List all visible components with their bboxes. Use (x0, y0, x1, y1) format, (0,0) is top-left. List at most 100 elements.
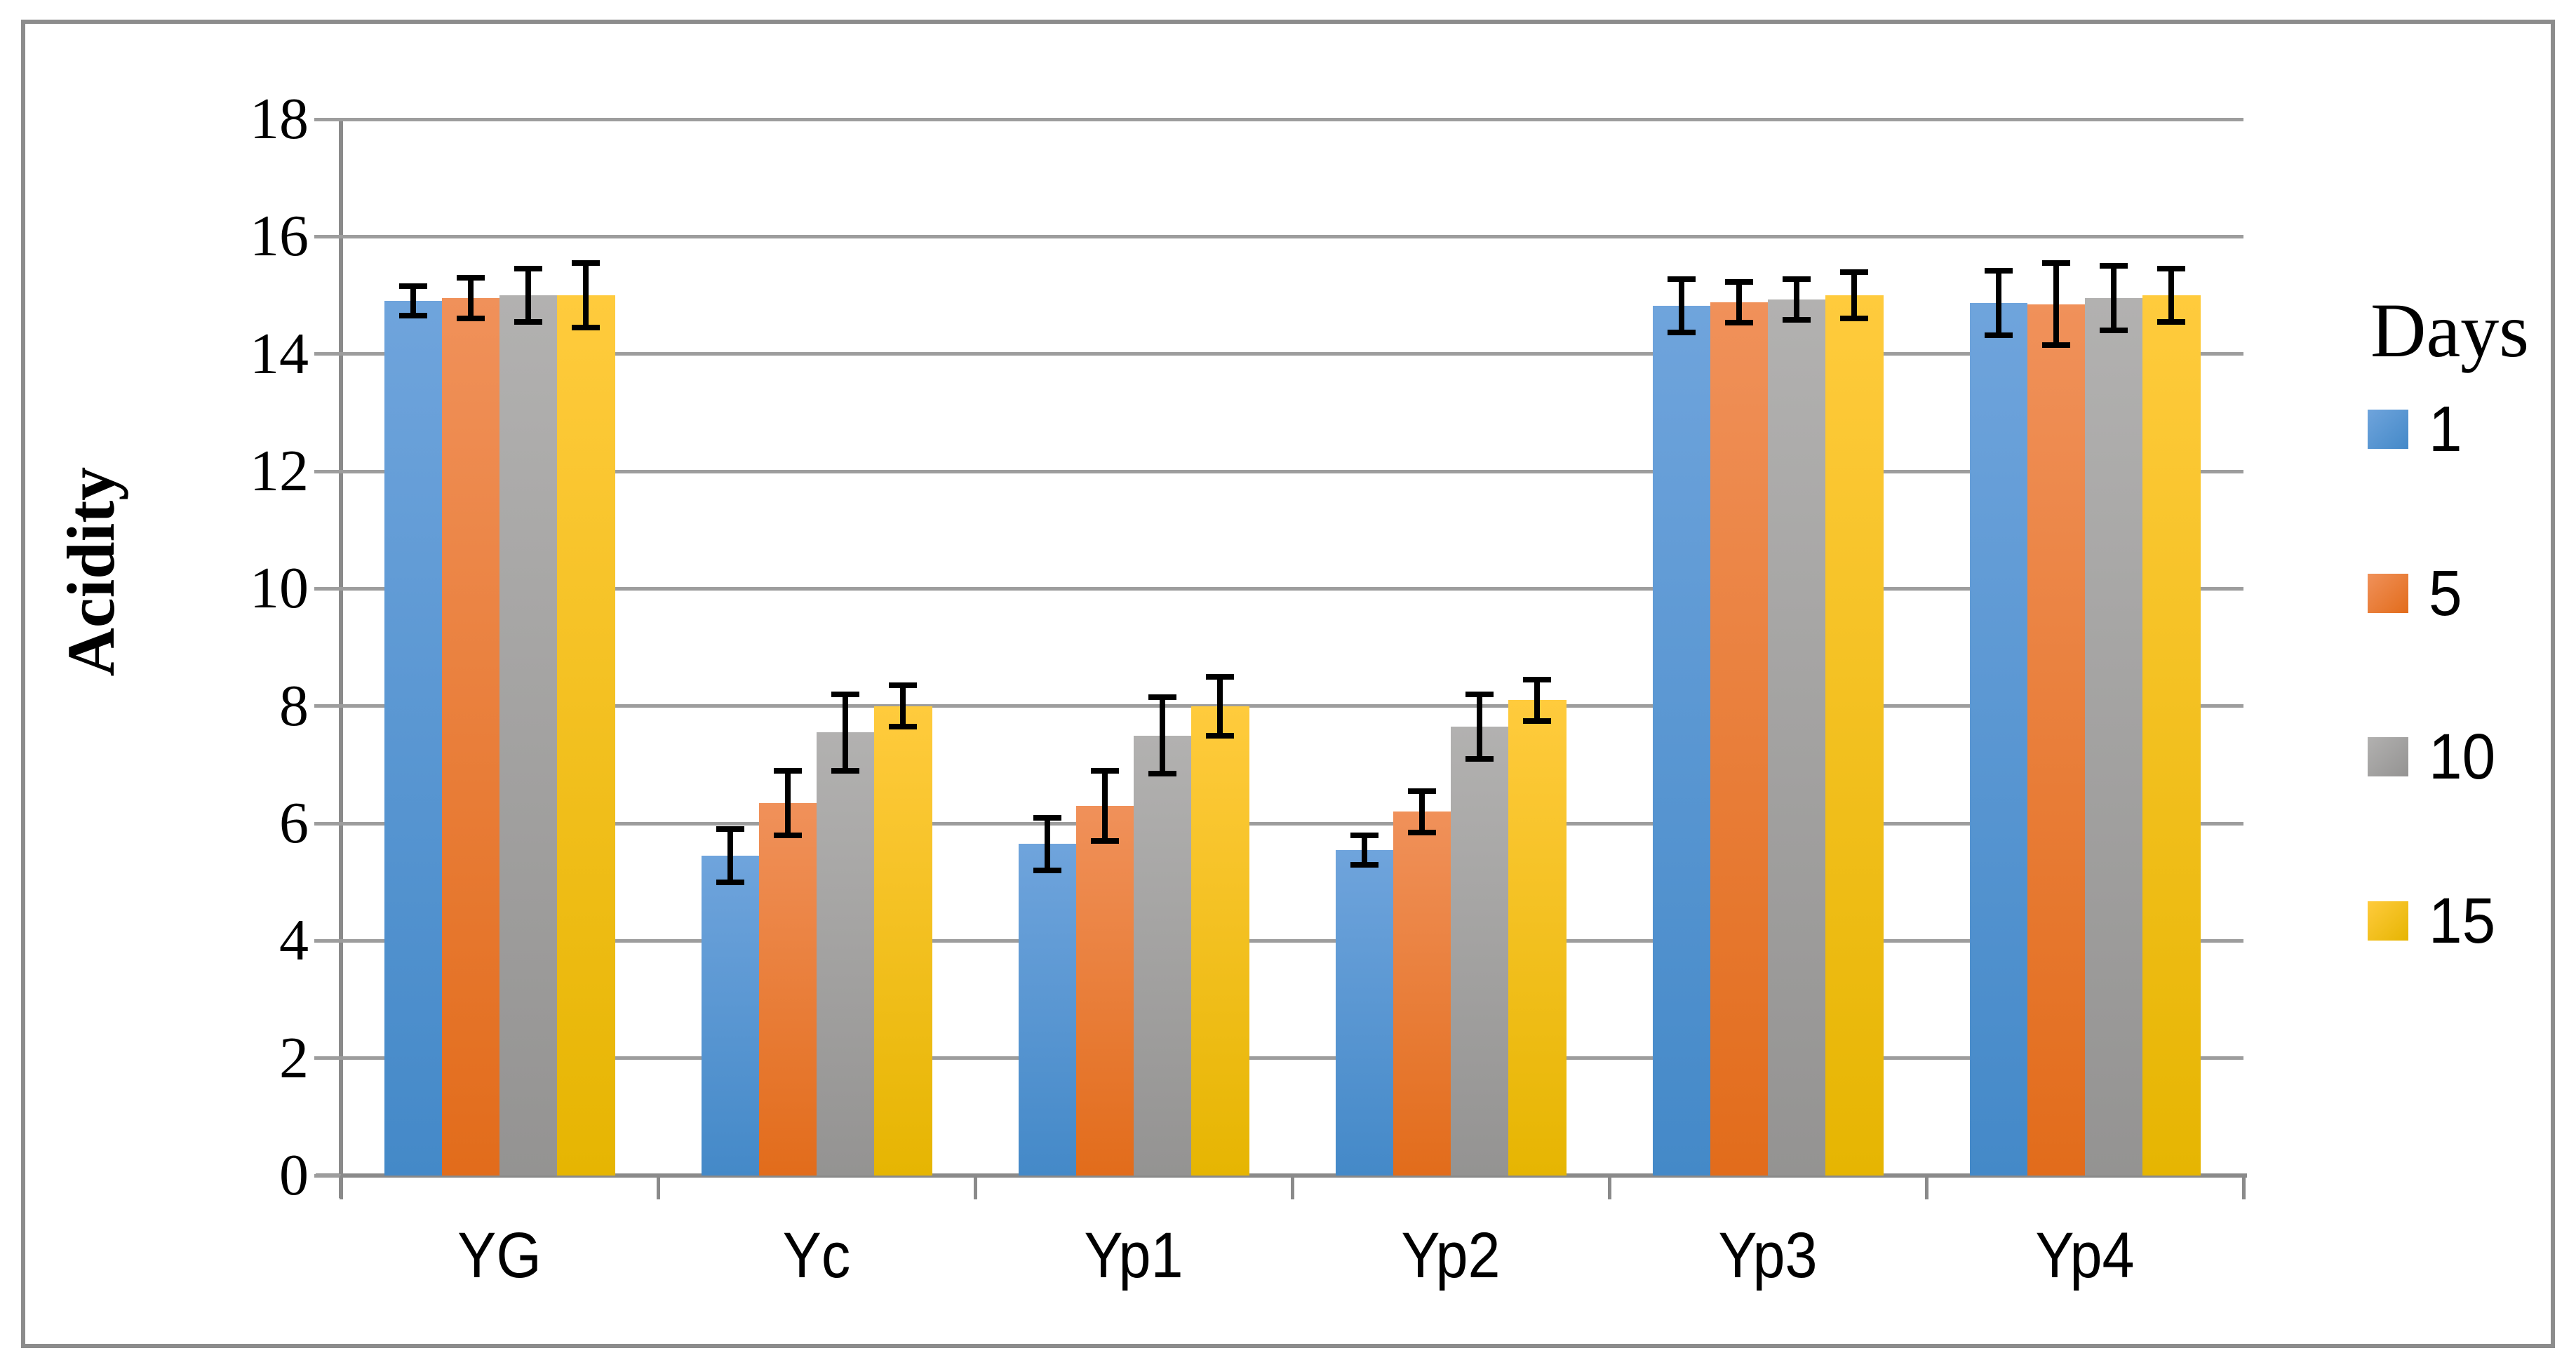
legend-swatch-day1 (2368, 410, 2408, 449)
legend-label-day10: 10 (2429, 721, 2496, 793)
y-tick-label-10: 10 (250, 555, 309, 621)
gridline-y-16 (341, 234, 2243, 238)
error-bar-Yp4-day15-cap-top (2157, 266, 2186, 272)
error-bar-YG-day10-cap-bottom (514, 318, 543, 325)
y-tick-label-18: 18 (250, 86, 309, 151)
y-tick-10 (314, 586, 341, 591)
y-tick-label-16: 16 (250, 203, 309, 269)
error-bar-Yp1-day1-cap-bottom (1033, 867, 1061, 873)
error-bar-Yp4-day10-stem (2111, 266, 2117, 331)
error-bar-Yp2-day5-cap-bottom (1407, 829, 1436, 835)
y-tick-2 (314, 1056, 341, 1060)
error-bar-Yp4-day5-cap-top (2041, 260, 2070, 266)
error-bar-Yp1-day1-cap-top (1033, 814, 1061, 821)
x-tick-6 (2241, 1176, 2246, 1199)
error-bar-YG-day10-cap-top (514, 266, 543, 272)
error-bar-Yp2-day1-cap-top (1350, 832, 1378, 838)
x-category-label-YG: YG (457, 1220, 542, 1291)
error-bar-Yp3-day15-cap-top (1840, 269, 1869, 275)
bar-Yp4-day15 (2142, 295, 2201, 1176)
x-tick-4 (1607, 1176, 1611, 1199)
error-bar-Yc-day10-cap-bottom (831, 767, 860, 774)
error-bar-Yp1-day10-stem (1160, 697, 1166, 774)
error-bar-Yp4-day15-stem (2168, 269, 2175, 322)
error-bar-Yp1-day15-cap-top (1206, 673, 1235, 680)
error-bar-Yc-day5-stem (784, 770, 791, 835)
legend-title: Days (2370, 288, 2530, 373)
y-tick-label-8: 8 (279, 673, 309, 739)
bar-Yp4-day10 (2085, 298, 2143, 1176)
bar-Yp1-day5 (1075, 805, 1134, 1176)
error-bar-YG-day1-cap-top (398, 283, 427, 290)
x-category-label-Yc: Yc (782, 1220, 851, 1291)
error-bar-Yp3-day10-stem (1794, 278, 1800, 321)
error-bar-Yp4-day5-stem (2053, 262, 2059, 346)
error-bar-Yc-day1-cap-top (716, 826, 744, 833)
error-bar-Yp1-day15-stem (1217, 676, 1223, 736)
bar-Yp1-day15 (1191, 706, 1249, 1176)
bar-YG-day10 (499, 295, 558, 1176)
error-bar-Yp4-day10-cap-bottom (2100, 328, 2128, 334)
error-bar-YG-day1-cap-bottom (398, 313, 427, 319)
error-bar-Yc-day10-cap-top (831, 691, 860, 697)
bar-Yc-day10 (817, 732, 875, 1176)
error-bar-YG-day5-stem (467, 277, 474, 319)
error-bar-Yp1-day5-cap-bottom (1090, 838, 1119, 844)
y-tick-16 (314, 234, 341, 238)
error-bar-Yp2-day15-stem (1534, 680, 1541, 721)
error-bar-Yp3-day5-cap-top (1724, 278, 1753, 285)
bar-Yp3-day10 (1768, 299, 1826, 1176)
error-bar-Yp2-day1-cap-bottom (1350, 861, 1378, 868)
error-bar-Yp3-day1-cap-bottom (1667, 329, 1696, 335)
legend-label-day15: 15 (2429, 885, 2496, 957)
error-bar-Yp1-day5-stem (1101, 770, 1108, 842)
x-tick-2 (973, 1176, 977, 1199)
bar-Yp3-day5 (1710, 302, 1768, 1176)
legend-swatch-day5 (2368, 574, 2408, 613)
y-tick-label-0: 0 (279, 1143, 309, 1208)
x-tick-1 (656, 1176, 660, 1199)
error-bar-Yp4-day1-cap-bottom (1984, 332, 2013, 338)
y-tick-0 (314, 1173, 341, 1178)
y-axis-line (339, 119, 343, 1198)
legend-label-day1: 1 (2429, 393, 2462, 465)
bar-Yp3-day15 (1825, 295, 1884, 1176)
bar-Yp4-day1 (1969, 302, 2027, 1176)
error-bar-Yp2-day15-cap-top (1523, 677, 1552, 683)
error-bar-Yp2-day5-cap-top (1407, 788, 1436, 794)
error-bar-Yp1-day15-cap-bottom (1206, 732, 1235, 739)
x-category-label-Yp2: Yp2 (1401, 1220, 1501, 1291)
legend-label-day5: 5 (2429, 558, 2462, 629)
error-bar-Yc-day15-cap-top (889, 682, 918, 689)
error-bar-Yc-day1-cap-bottom (716, 879, 744, 885)
error-bar-Yp4-day1-cap-top (1984, 267, 2013, 274)
gridline-y-2 (341, 1056, 2243, 1060)
bar-Yp2-day1 (1335, 849, 1393, 1176)
x-category-label-Yp1: Yp1 (1084, 1220, 1183, 1291)
gridline-y-14 (341, 352, 2243, 356)
error-bar-Yc-day5-cap-top (773, 767, 802, 774)
bar-YG-day5 (441, 298, 499, 1176)
x-category-label-Yp3: Yp3 (1718, 1220, 1818, 1291)
gridline-y-8 (341, 704, 2243, 708)
y-tick-6 (314, 821, 341, 826)
error-bar-Yc-day15-stem (900, 685, 906, 727)
bar-Yc-day1 (701, 856, 759, 1176)
error-bar-Yp1-day1-stem (1044, 817, 1050, 870)
error-bar-Yp1-day5-cap-top (1090, 767, 1119, 774)
bar-Yp2-day5 (1393, 812, 1451, 1176)
error-bar-Yp3-day10-cap-bottom (1783, 317, 1811, 323)
gridline-y-10 (341, 586, 2243, 591)
x-category-label-Yp4: Yp4 (2035, 1220, 2135, 1291)
error-bar-YG-day1-stem (410, 286, 416, 316)
legend-swatch-day15 (2368, 901, 2408, 941)
legend-swatch-day10 (2368, 737, 2408, 776)
y-tick-8 (314, 704, 341, 708)
error-bar-Yc-day5-cap-bottom (773, 832, 802, 838)
error-bar-Yp2-day5-stem (1418, 790, 1425, 833)
error-bar-Yp1-day10-cap-top (1148, 694, 1177, 701)
error-bar-Yp4-day10-cap-top (2100, 263, 2128, 269)
error-bar-Yc-day1-stem (727, 829, 733, 882)
x-tick-0 (339, 1176, 343, 1199)
